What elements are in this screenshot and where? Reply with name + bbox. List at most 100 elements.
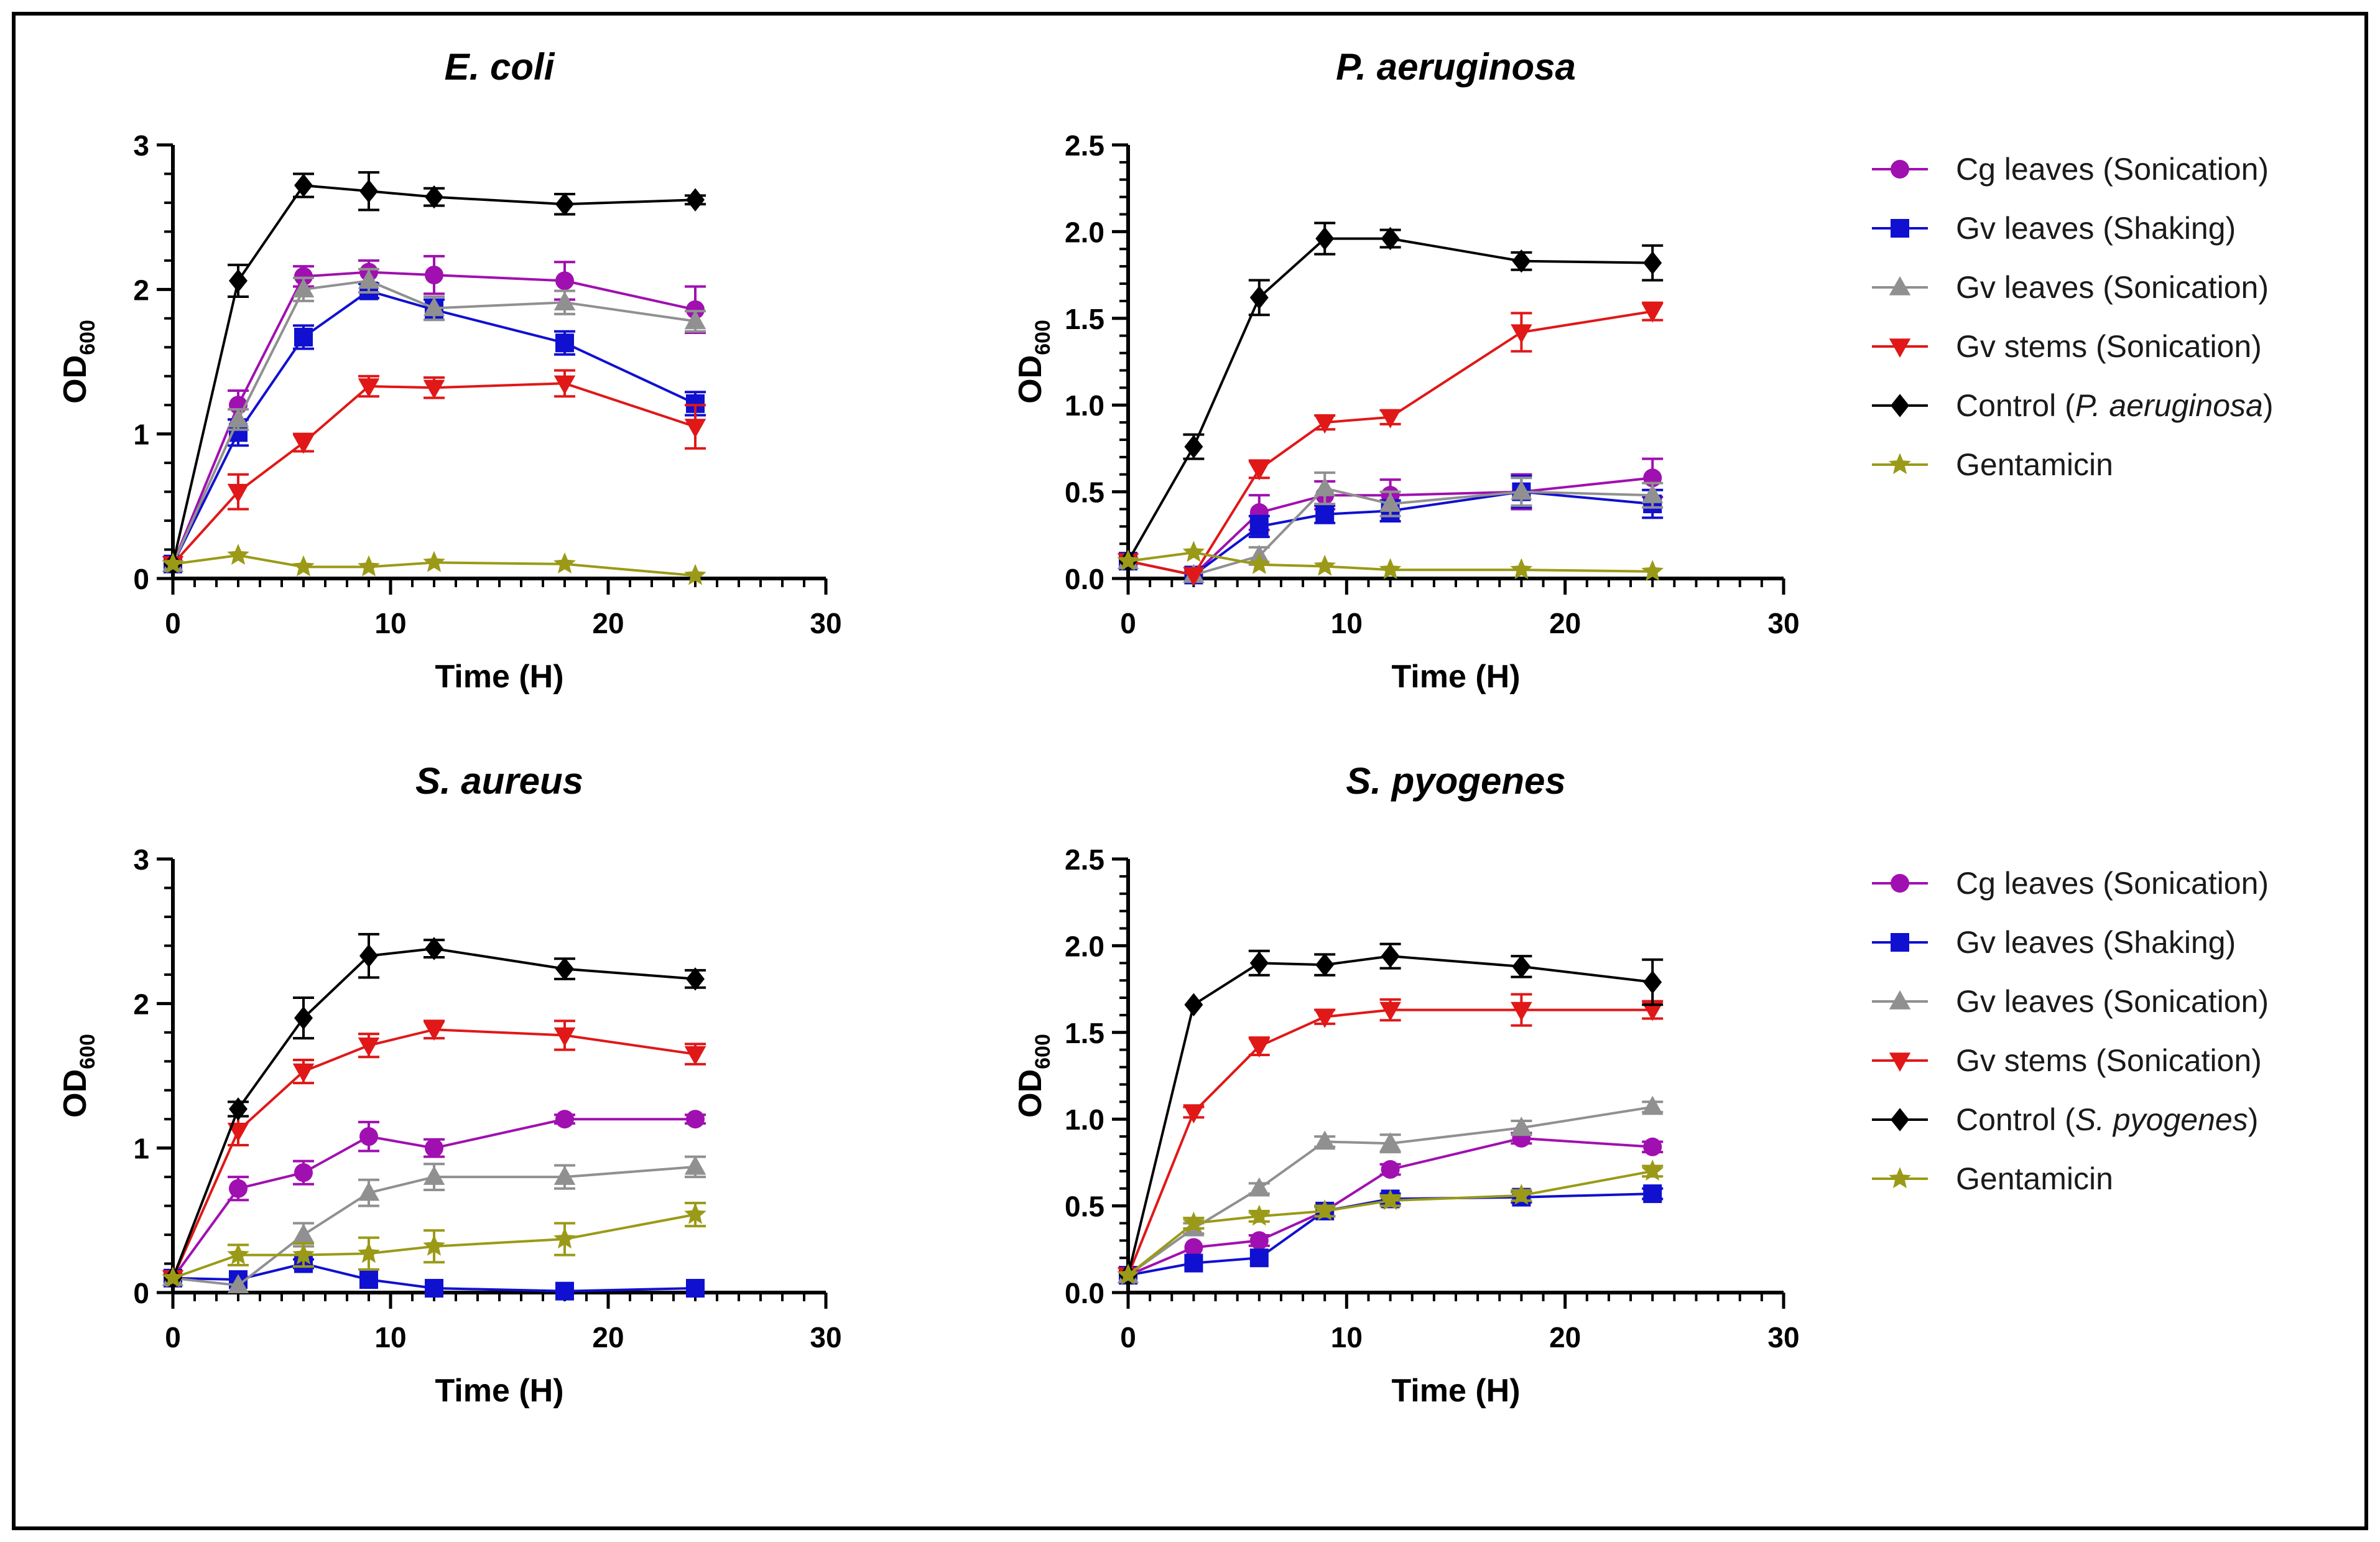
chart-title: P. aeruginosa xyxy=(1336,46,1576,88)
x-tick-label: 0 xyxy=(1120,1321,1136,1354)
y-axis-label-subscript: 600 xyxy=(1031,1034,1055,1069)
data-point xyxy=(684,1202,706,1224)
data-point xyxy=(292,1063,315,1083)
legend-entry: Gentamicin xyxy=(1872,447,2113,482)
data-point xyxy=(1184,1238,1203,1257)
legend-marker xyxy=(1891,219,1909,238)
y-axis-label-main: OD xyxy=(1012,1069,1049,1118)
y-tick-label: 0.0 xyxy=(1065,1277,1104,1309)
data-point xyxy=(1381,1160,1400,1179)
data-point xyxy=(553,291,576,310)
data-point xyxy=(227,408,249,428)
data-point xyxy=(423,1234,445,1256)
data-point xyxy=(1641,560,1664,581)
y-axis-label-main: OD xyxy=(57,355,93,404)
legend-label-italic: S. pyogenes xyxy=(2075,1102,2248,1137)
data-point xyxy=(1643,970,1662,994)
data-point xyxy=(1315,504,1335,524)
data-point xyxy=(1249,1231,1269,1250)
legend-marker xyxy=(1891,933,1909,952)
legend-label-text: Gentamicin xyxy=(1956,1161,2113,1196)
y-tick-label: 1.0 xyxy=(1065,1103,1104,1136)
legend-label-text: Gv leaves (Shaking) xyxy=(1956,925,2236,960)
data-point xyxy=(1313,554,1336,576)
data-point xyxy=(358,1242,380,1263)
data-point xyxy=(1511,1001,1532,1021)
data-point xyxy=(423,1166,445,1185)
legend-marker xyxy=(1889,453,1911,475)
data-point xyxy=(227,483,249,503)
legend-label-suffix: ) xyxy=(2248,1102,2259,1137)
data-point xyxy=(1511,1117,1532,1136)
data-point xyxy=(229,1097,248,1121)
legend-marker xyxy=(1891,874,1909,893)
data-point xyxy=(1313,477,1336,496)
data-point xyxy=(1248,1204,1271,1226)
legend-label: Cg leaves (Sonication) xyxy=(1956,866,2269,901)
series-gentamicin xyxy=(1117,1159,1664,1285)
data-point xyxy=(1641,1159,1664,1181)
legend-entry: Gv leaves (Shaking) xyxy=(1872,211,2236,246)
y-tick-label: 2 xyxy=(133,988,149,1020)
data-point xyxy=(1248,461,1271,481)
y-tick-label: 3 xyxy=(133,129,149,162)
data-point xyxy=(423,297,445,317)
y-tick-label: 0.0 xyxy=(1065,563,1104,595)
data-point xyxy=(294,267,313,286)
data-point xyxy=(359,179,378,203)
data-point xyxy=(555,271,574,290)
y-axis-label-main: OD xyxy=(1012,355,1049,404)
x-tick-label: 30 xyxy=(810,1321,841,1354)
data-point xyxy=(227,1123,249,1142)
data-point xyxy=(684,419,706,439)
x-tick-label: 10 xyxy=(374,607,406,639)
chart-title: S. aureus xyxy=(415,760,583,802)
legend-label-text: Gentamicin xyxy=(1956,447,2113,482)
legend-entry: Gv leaves (Shaking) xyxy=(1872,925,2236,960)
series-control-s-aureus xyxy=(164,932,706,1290)
legend-1: Cg leaves (Sonication) Gv leaves (Shaking… xyxy=(1872,152,2274,482)
data-point xyxy=(358,378,380,397)
legend-label: Gv leaves (Sonication) xyxy=(1956,984,2269,1019)
data-point xyxy=(1379,1132,1401,1151)
legend-entry: Cg leaves (Sonication) xyxy=(1872,152,2269,187)
data-point xyxy=(358,555,380,577)
y-axis-label-subscript: 600 xyxy=(1031,320,1055,355)
data-point xyxy=(1511,480,1532,500)
data-point xyxy=(1379,1189,1402,1210)
data-point xyxy=(1184,993,1203,1016)
data-point xyxy=(162,1266,184,1288)
series-gentamicin xyxy=(162,1201,706,1288)
legend-entry: Control (S. pyogenes) xyxy=(1872,1102,2258,1137)
series-control-s-pyogenes xyxy=(1119,942,1664,1287)
series-control-p-aeruginosa xyxy=(1119,221,1664,573)
y-axis-label-main: OD xyxy=(57,1069,93,1118)
legend-label: Control (S. pyogenes) xyxy=(1956,1102,2258,1137)
y-tick-label: 2.0 xyxy=(1065,216,1104,248)
data-point xyxy=(686,1279,705,1298)
y-tick-label: 2.0 xyxy=(1065,930,1104,962)
data-point xyxy=(1183,1104,1205,1124)
data-point xyxy=(425,937,443,960)
y-tick-label: 1.5 xyxy=(1065,303,1104,335)
data-point xyxy=(358,1037,380,1057)
data-point xyxy=(553,1166,576,1185)
legend-entry: Gv leaves (Sonication) xyxy=(1872,270,2269,305)
data-point xyxy=(684,1046,706,1066)
data-point xyxy=(686,1110,705,1129)
data-point xyxy=(555,957,574,981)
y-axis-label: OD600 xyxy=(57,320,100,404)
data-point xyxy=(553,552,576,574)
y-tick-label: 1 xyxy=(133,419,149,451)
data-point xyxy=(1248,1038,1271,1058)
data-point xyxy=(1117,549,1139,571)
y-tick-label: 2.5 xyxy=(1065,843,1104,876)
chart-panel-s-pyogenes: S. pyogenes 0.0 0.5 1.0 1.5 2.0 2.5 0 10 20 30 Time… xyxy=(1012,760,1800,1409)
data-point xyxy=(1315,226,1335,251)
data-point xyxy=(1184,435,1203,458)
data-point xyxy=(1249,517,1269,536)
data-point xyxy=(1315,953,1335,977)
data-point xyxy=(1510,1184,1533,1205)
legend-2: Cg leaves (Sonication) Gv leaves (Shaking… xyxy=(1872,866,2269,1196)
